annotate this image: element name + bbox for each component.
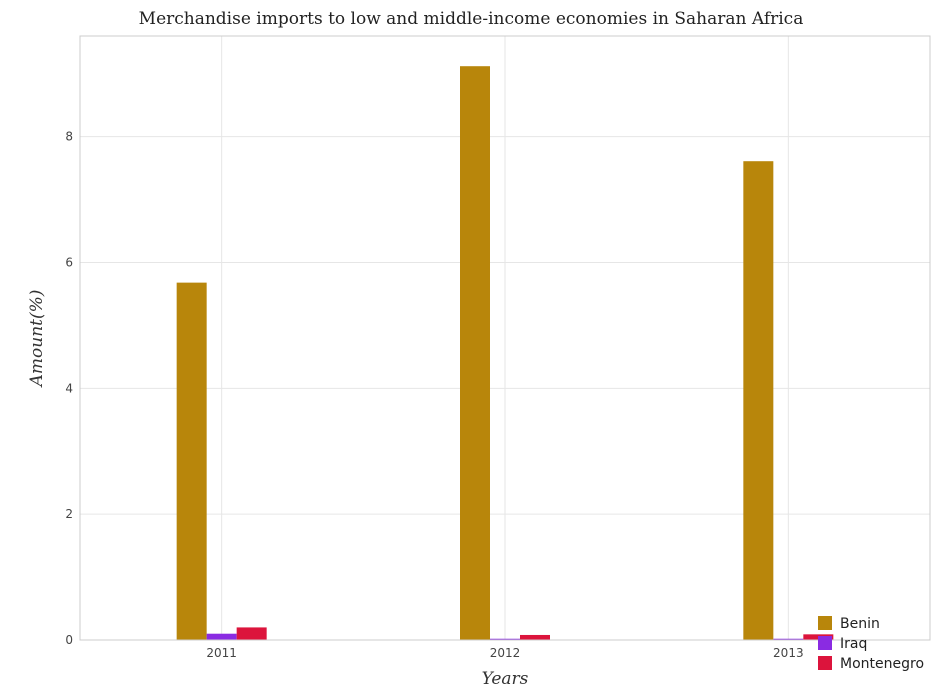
x-tick-label: 2011 — [206, 646, 237, 660]
legend-label-iraq: Iraq — [840, 636, 867, 652]
x-axis-label: Years — [482, 669, 529, 689]
chart-title: Merchandise imports to low and middle-in… — [139, 9, 804, 29]
bar-montenegro-2011 — [236, 627, 267, 640]
y-tick-label: 8 — [65, 130, 73, 144]
legend-swatch-benin — [818, 616, 832, 630]
legend: Benin Iraq Montenegro — [818, 616, 924, 672]
x-tick-label: 2012 — [490, 646, 521, 660]
bar-iraq-2012 — [490, 638, 520, 640]
y-tick-label: 4 — [65, 381, 73, 395]
legend-label-montenegro: Montenegro — [840, 656, 924, 672]
legend-label-benin: Benin — [840, 616, 880, 632]
plot-area-border — [79, 35, 931, 641]
y-tick-label: 6 — [65, 256, 73, 270]
grid-lines — [80, 36, 930, 641]
y-tick-label: 2 — [65, 507, 73, 521]
legend-swatch-iraq — [818, 636, 832, 650]
x-tick-label: 2013 — [773, 646, 804, 660]
bar-montenegro-2012 — [520, 634, 550, 640]
y-tick-label: 0 — [65, 633, 73, 647]
legend-swatch-montenegro — [818, 656, 832, 670]
bar-benin-2011 — [176, 282, 207, 640]
x-axis-ticks: 2011 2012 2013 — [206, 646, 803, 660]
y-axis-ticks: 0 2 4 6 8 — [65, 130, 73, 647]
bars — [176, 66, 834, 640]
bar-benin-2012 — [460, 66, 490, 640]
bar-iraq-2013 — [773, 638, 804, 640]
bar-benin-2013 — [743, 161, 774, 640]
bar-iraq-2011 — [206, 633, 237, 640]
y-axis-label: Amount(%) — [27, 290, 47, 389]
